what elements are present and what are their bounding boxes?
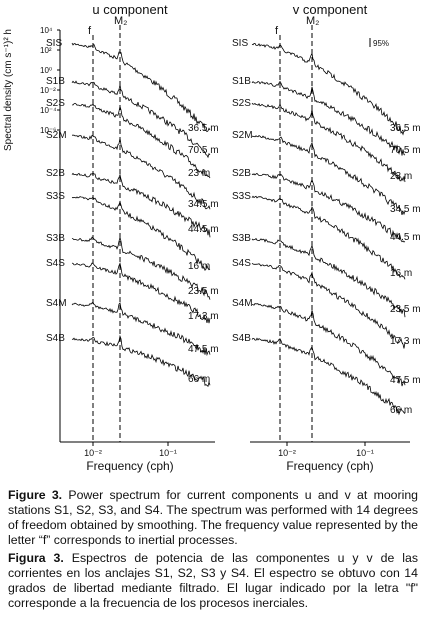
depth-label: 17.3 m — [390, 336, 421, 347]
depth-label: 23.5 m — [188, 286, 219, 297]
spectrum-curve — [71, 80, 211, 159]
x-tick-label: 10⁻² — [278, 448, 296, 458]
station-label: S2M — [46, 130, 67, 141]
station-label: S4B — [232, 333, 251, 344]
caption-text: Espectros de potencia de las componentes… — [8, 551, 418, 610]
spectrum-curve — [251, 134, 406, 216]
depth-label: 34.5 m — [188, 199, 219, 210]
depth-label: 16 m — [188, 261, 210, 272]
spectrum-curve — [71, 196, 211, 271]
panel-title: v component — [293, 2, 368, 17]
station-label: S2B — [232, 168, 251, 179]
spectrum-curve — [251, 80, 406, 156]
caption-label: Figura 3. — [8, 551, 64, 565]
caption-en: Figure 3. Power spectrum for current com… — [8, 488, 418, 548]
station-label: S2M — [232, 130, 253, 141]
station-label: S4S — [232, 258, 251, 269]
spectrum-curve — [251, 172, 406, 243]
station-label: SIS — [46, 38, 62, 49]
y-tick-label: 10⁻⁶ — [40, 126, 56, 135]
depth-label: 36.5 m — [188, 123, 219, 134]
x-axis-label: Frequency (cph) — [86, 459, 173, 473]
figure: u component v component Spectral density… — [3, 2, 421, 473]
depth-label: 16 m — [390, 268, 412, 279]
station-label: S3B — [232, 233, 251, 244]
spectrum-curve — [251, 42, 406, 136]
y-axis-label: Spectral density (cm s⁻¹)² h — [3, 29, 14, 151]
x-tick-label: 10⁻² — [84, 448, 102, 458]
y-tick-label: 10⁰ — [40, 66, 52, 75]
station-label: S4B — [46, 333, 65, 344]
depth-label: 44.5 m — [188, 224, 219, 235]
depth-label: 47.5 m — [390, 375, 421, 386]
f-label: f — [275, 25, 279, 37]
spectrum-curve — [251, 337, 406, 416]
depth-label: 34.5 m — [390, 204, 421, 215]
depth-label: 70.5 m — [390, 145, 421, 156]
y-tick-label: 10⁴ — [40, 26, 53, 35]
station-label: SIS — [232, 38, 248, 49]
station-label: S2S — [232, 98, 251, 109]
m2-label: M₂ — [306, 15, 319, 27]
spectrum-curve — [251, 302, 406, 387]
spectrum-curve — [71, 172, 211, 238]
spectrum-curve — [71, 102, 211, 179]
spectrum-curve — [251, 102, 406, 183]
station-label: S1B — [46, 76, 65, 87]
ci-label: 95% — [373, 39, 389, 48]
spectrum-curve — [251, 195, 406, 280]
y-tick-label: 10⁻² — [40, 86, 56, 95]
spectrum-curve — [71, 262, 211, 324]
f-label: f — [88, 25, 92, 37]
station-label: S4M — [46, 298, 67, 309]
depth-label: 66 m — [390, 405, 412, 416]
x-tick-label: 10⁻¹ — [356, 448, 374, 458]
caption-text: Power spectrum for current components u … — [8, 488, 419, 547]
depth-label: 44.5 m — [390, 232, 421, 243]
spectrum-curve — [71, 334, 211, 388]
caption-label: Figure 3. — [8, 488, 63, 502]
station-label: S3S — [46, 191, 65, 202]
station-label: S4M — [232, 298, 253, 309]
depth-label: 36.5 m — [390, 123, 421, 134]
caption-es: Figura 3. Espectros de potencia de las c… — [8, 551, 418, 611]
depth-label: 23.5 m — [390, 304, 421, 315]
x-tick-label: 10⁻¹ — [159, 448, 177, 458]
y-tick-label: 10² — [40, 46, 52, 55]
depth-label: 23 m — [188, 168, 210, 179]
station-label: S1B — [232, 76, 251, 87]
spectrum-curve — [251, 262, 406, 349]
station-label: S3S — [232, 191, 251, 202]
depth-label: 66 m — [188, 374, 210, 385]
spectrum-curve — [71, 42, 211, 133]
spectrum-curve — [251, 237, 406, 318]
station-label: S4S — [46, 258, 65, 269]
station-label: S2B — [46, 168, 65, 179]
spectrum-curve — [71, 301, 211, 357]
station-label: S3B — [46, 233, 65, 244]
y-tick-label: 10⁻⁴ — [40, 106, 57, 115]
spectrum-curve — [71, 134, 211, 210]
spectrum-curve — [71, 235, 211, 300]
panel-title: u component — [92, 2, 168, 17]
x-axis-label: Frequency (cph) — [286, 459, 373, 473]
station-label: S2S — [46, 98, 65, 109]
depth-label: 23 m — [390, 171, 412, 182]
m2-label: M₂ — [114, 15, 127, 27]
